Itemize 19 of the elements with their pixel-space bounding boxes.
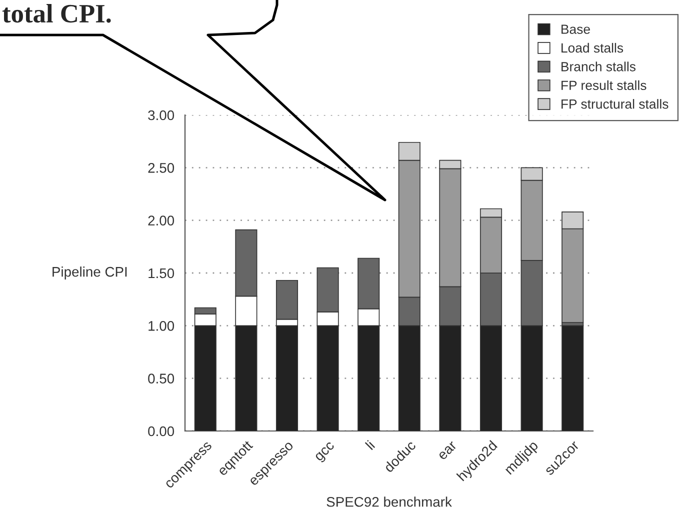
y-tick-label: 2.50 xyxy=(148,163,174,173)
legend-label: Branch stalls xyxy=(562,62,636,72)
text: total CPI. xyxy=(2,4,111,23)
legend-label: Load stalls xyxy=(562,42,624,53)
legend-label: FP structural stalls xyxy=(562,99,668,109)
y-axis-title: Pipeline CPI xyxy=(52,266,127,280)
y-tick-label: 0.50 xyxy=(148,374,174,384)
y-tick-label: 0.00 xyxy=(148,426,174,436)
x-axis-title: SPEC92 benchmark xyxy=(326,496,452,507)
y-tick-label: 1.00 xyxy=(148,321,174,331)
x-tick-label: li xyxy=(364,440,376,450)
x-tick-label: gcc xyxy=(314,441,337,464)
legend-label: FP result stalls xyxy=(562,80,646,90)
bar xyxy=(562,325,584,431)
y-tick-label: 3.00 xyxy=(148,110,174,120)
y-tick-label: 1.50 xyxy=(148,268,174,278)
legend-label: Base xyxy=(562,24,590,34)
y-tick-label: 2.00 xyxy=(148,216,174,226)
x-tick-label: ear xyxy=(438,441,458,460)
